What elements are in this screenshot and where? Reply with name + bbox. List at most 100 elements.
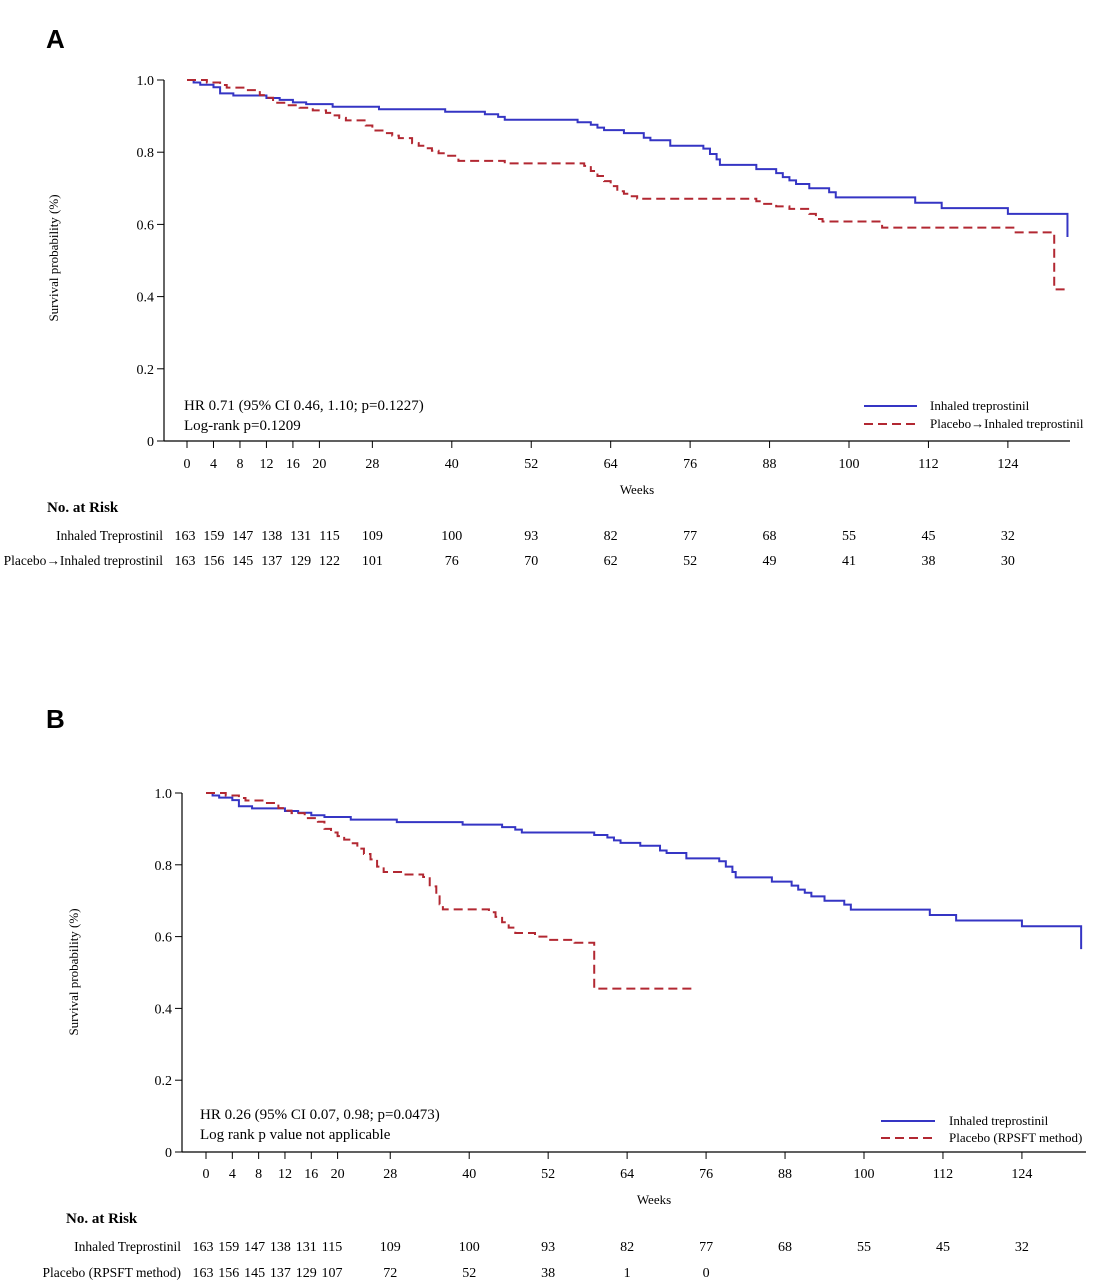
- panel-a-chart: A 0 0.2 0.4 0.6 0.8 1.0 0 4 8 12 16 20 28 40 52 64 76 88 1…: [4, 24, 1084, 569]
- risk-cell: 145: [232, 554, 253, 569]
- x-tick-label: 4: [229, 1167, 236, 1182]
- x-tick-label: 8: [236, 457, 243, 472]
- risk-cell: 76: [445, 554, 459, 569]
- panel-a-letter: A: [46, 24, 65, 54]
- risk-cell: 55: [857, 1240, 871, 1255]
- y-tick-label: 0: [165, 1146, 172, 1161]
- x-tick-label: 4: [210, 457, 217, 472]
- risk-cell: 70: [524, 554, 538, 569]
- risk-cell: 156: [218, 1266, 239, 1280]
- risk-cell: 101: [362, 554, 383, 569]
- risk-cell: 129: [290, 554, 311, 569]
- risk-cell: 38: [921, 554, 935, 569]
- panel-b-chart: B 0 0.2 0.4 0.6 0.8 1.0 0 4 8 12 16 20 28 40 52 64 76 88 1…: [42, 704, 1086, 1280]
- x-tick-label: 88: [763, 457, 777, 472]
- log-rank-annotation: Log rank p value not applicable: [200, 1127, 391, 1143]
- risk-cell: 49: [763, 554, 777, 569]
- risk-cell: 62: [604, 554, 618, 569]
- risk-cell: 82: [604, 529, 618, 544]
- y-tick-label: 0.8: [155, 859, 173, 874]
- x-tick-label: 52: [524, 457, 538, 472]
- x-tick-label: 16: [286, 457, 300, 472]
- x-tick-label: 124: [1011, 1167, 1032, 1182]
- risk-cell: 32: [1001, 529, 1015, 544]
- risk-row-label: Inhaled Treprostinil: [74, 1239, 181, 1254]
- x-axis-title: Weeks: [620, 482, 654, 497]
- y-tick-label: 0.8: [137, 146, 155, 161]
- risk-cell: 52: [683, 554, 697, 569]
- x-tick-label: 112: [918, 457, 938, 472]
- x-tick-label: 28: [365, 457, 379, 472]
- x-tick-label: 112: [933, 1167, 953, 1182]
- y-tick-label: 0.6: [155, 931, 173, 946]
- y-tick-label: 1.0: [155, 787, 173, 802]
- risk-cell: 138: [270, 1240, 291, 1255]
- y-tick-label: 0.2: [137, 363, 155, 378]
- risk-row-label: Placebo→Inhaled treprostinil: [4, 553, 164, 568]
- x-tick-label: 76: [683, 457, 697, 472]
- panel-b-letter: B: [46, 704, 65, 734]
- risk-cell: 68: [778, 1240, 792, 1255]
- x-tick-label: 8: [255, 1167, 262, 1182]
- y-tick-label: 0: [147, 435, 154, 450]
- risk-cell: 100: [441, 529, 462, 544]
- risk-cell: 107: [322, 1266, 343, 1280]
- y-tick-label: 0.4: [137, 291, 155, 306]
- risk-cell: 147: [244, 1240, 265, 1255]
- risk-cell: 100: [459, 1240, 480, 1255]
- x-tick-label: 52: [541, 1167, 555, 1182]
- risk-cell: 138: [261, 529, 282, 544]
- x-tick-label: 12: [259, 457, 273, 472]
- panel-a-plot: 0 0.2 0.4 0.6 0.8 1.0 0 4 8 12 16 20 28 40 52 64 76 88 100…: [4, 74, 1084, 569]
- risk-cell: 1: [624, 1266, 631, 1280]
- y-tick-label: 1.0: [137, 74, 155, 89]
- risk-cell: 41: [842, 554, 856, 569]
- x-tick-label: 28: [383, 1167, 397, 1182]
- treprostinil-survival-line: [187, 79, 1069, 238]
- x-tick-label: 12: [278, 1167, 292, 1182]
- hazard-ratio-annotation: HR 0.71 (95% CI 0.46, 1.10; p=0.1227): [184, 398, 424, 414]
- y-tick-label: 0.6: [137, 218, 155, 233]
- risk-cell: 129: [296, 1266, 317, 1280]
- risk-cell: 163: [193, 1266, 214, 1280]
- x-tick-label: 76: [699, 1167, 713, 1182]
- risk-cell: 93: [524, 529, 538, 544]
- risk-cell: 137: [270, 1266, 291, 1280]
- risk-cell: 30: [1001, 554, 1015, 569]
- x-axis-title: Weeks: [637, 1192, 671, 1207]
- risk-cell: 109: [362, 529, 383, 544]
- risk-cell: 131: [296, 1240, 317, 1255]
- risk-cell: 147: [232, 529, 253, 544]
- y-tick-label: 0.4: [155, 1002, 173, 1017]
- risk-cell: 52: [462, 1266, 476, 1280]
- panel-b-plot: 0 0.2 0.4 0.6 0.8 1.0 0 4 8 12 16 20 28 40 52 64 76 88 100…: [42, 787, 1086, 1280]
- x-tick-label: 88: [778, 1167, 792, 1182]
- risk-cell: 115: [319, 529, 339, 544]
- y-tick-label: 0.2: [155, 1074, 173, 1089]
- x-tick-label: 20: [312, 457, 326, 472]
- risk-cell: 45: [936, 1240, 950, 1255]
- legend-label: Placebo→Inhaled treprostinil: [930, 416, 1084, 431]
- risk-cell: 77: [699, 1240, 713, 1255]
- legend-label: Inhaled treprostinil: [949, 1113, 1049, 1128]
- risk-cell: 159: [203, 529, 224, 544]
- risk-cell: 145: [244, 1266, 265, 1280]
- risk-cell: 156: [203, 554, 224, 569]
- risk-table-title: No. at Risk: [66, 1211, 138, 1227]
- risk-cell: 93: [541, 1240, 555, 1255]
- hazard-ratio-annotation: HR 0.26 (95% CI 0.07, 0.98; p=0.0473): [200, 1107, 440, 1123]
- risk-table-title: No. at Risk: [47, 500, 119, 516]
- treprostinil-survival-line: [206, 792, 1083, 950]
- risk-cell: 38: [541, 1266, 555, 1280]
- risk-cell: 32: [1015, 1240, 1029, 1255]
- risk-cell: 82: [620, 1240, 634, 1255]
- risk-cell: 163: [175, 529, 196, 544]
- x-tick-label: 100: [854, 1167, 875, 1182]
- risk-cell: 77: [683, 529, 697, 544]
- x-tick-label: 0: [184, 457, 191, 472]
- x-tick-label: 64: [604, 457, 618, 472]
- legend-label: Placebo (RPSFT method): [949, 1130, 1082, 1145]
- x-tick-label: 124: [997, 457, 1018, 472]
- placebo-survival-line: [187, 79, 1068, 291]
- y-axis-title: Survival probability (%): [66, 908, 81, 1035]
